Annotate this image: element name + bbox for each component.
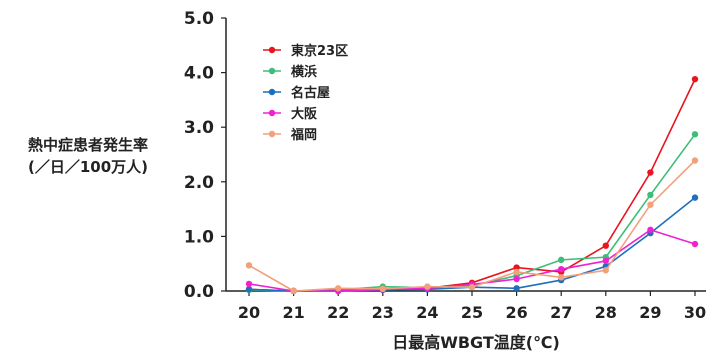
data-point [335, 285, 342, 292]
series-group [245, 75, 699, 295]
y-tick-label: 2.0 [184, 173, 214, 193]
data-point [379, 285, 386, 293]
data-point [602, 257, 609, 265]
y-tick-labels: 0.0 1.0 2.0 3.0 4.0 5.0 [184, 9, 226, 302]
y-axis-label: 熱中症患者発生率 (／日／100万人) [8, 134, 168, 178]
x-tick-label: 24 [416, 303, 438, 322]
legend-item: 名古屋 [263, 85, 330, 101]
y-tick-label: 5.0 [184, 9, 214, 29]
legend-label: 大阪 [291, 106, 318, 122]
series-福岡 [245, 157, 699, 295]
data-point [691, 75, 699, 83]
data-point [558, 256, 565, 264]
data-point [691, 240, 699, 248]
data-point [468, 283, 476, 291]
legend-label: 福岡 [290, 127, 317, 143]
x-tick-label: 26 [505, 303, 527, 322]
x-tick-label: 28 [595, 303, 617, 322]
data-point [245, 286, 253, 293]
data-point [290, 287, 297, 295]
legend-marker [268, 130, 276, 138]
data-point [558, 274, 565, 281]
data-point [245, 280, 253, 288]
legend-item: 東京23区 [263, 43, 348, 59]
data-point [691, 131, 699, 138]
data-point [691, 194, 699, 201]
legend-item: 横浜 [263, 64, 317, 80]
data-point [513, 268, 520, 276]
data-point [513, 285, 520, 292]
data-point [602, 242, 609, 249]
x-tick-label: 27 [550, 303, 572, 322]
data-point [602, 267, 609, 274]
y-tick-label: 3.0 [184, 118, 214, 138]
legend-marker [268, 46, 276, 54]
data-point [245, 262, 253, 269]
series-line [248, 197, 696, 292]
data-point [691, 157, 699, 164]
data-point [647, 201, 654, 208]
x-tick-label: 20 [238, 303, 260, 322]
data-point [558, 265, 565, 273]
legend-label: 名古屋 [291, 85, 330, 101]
x-tick-label: 21 [282, 303, 304, 322]
series-横浜 [245, 131, 699, 295]
legend-item: 福岡 [263, 127, 317, 143]
series-line [248, 133, 696, 292]
y-tick-label: 4.0 [184, 64, 214, 84]
x-axis-title: 日最高WBGT温度(℃) [392, 333, 560, 352]
legend-marker [268, 67, 276, 75]
legend-item: 大阪 [263, 106, 318, 122]
data-point [647, 169, 654, 176]
data-point [513, 275, 520, 283]
legend-label: 東京23区 [291, 43, 348, 59]
x-tick-label: 29 [639, 303, 661, 322]
x-tick-label: 22 [327, 303, 349, 322]
y-tick-label: 0.0 [184, 282, 214, 302]
data-point [647, 191, 654, 199]
legend-marker [268, 109, 276, 117]
y-tick-label: 1.0 [184, 227, 214, 247]
x-tick-label: 25 [461, 303, 483, 322]
x-tick-label: 30 [684, 303, 706, 322]
data-point [424, 283, 431, 290]
data-point [647, 226, 654, 234]
legend-marker [268, 88, 276, 96]
y-axis-title: 熱中症患者発生率 [27, 136, 148, 154]
x-tick-label: 23 [372, 303, 394, 322]
legend-label: 横浜 [291, 64, 317, 80]
y-axis-subtitle: (／日／100万人) [27, 158, 149, 176]
x-tick-labels: 20 21 22 23 24 25 26 27 28 29 30 [238, 291, 706, 322]
